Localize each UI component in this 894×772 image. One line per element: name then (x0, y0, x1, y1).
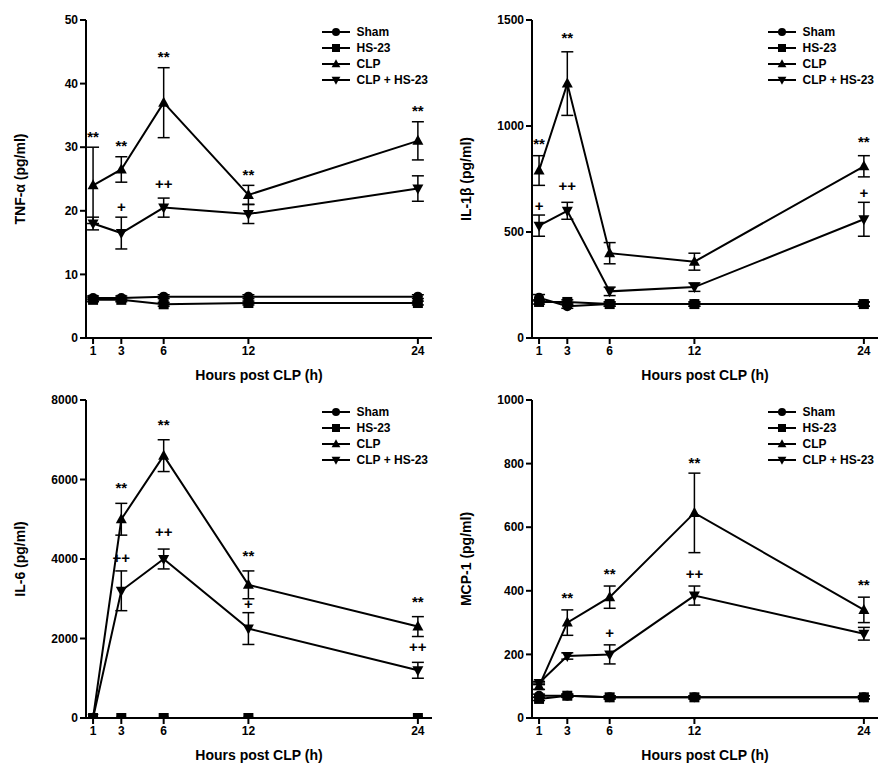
svg-text:500: 500 (504, 225, 524, 239)
html-text:CLP: CLP (802, 437, 827, 451)
svg-text:0: 0 (517, 331, 524, 345)
svg-text:Hours post CLP (h): Hours post CLP (h) (641, 747, 768, 763)
svg-text:++: ++ (155, 175, 173, 192)
svg-text:1000: 1000 (497, 119, 524, 133)
svg-text:**: ** (412, 102, 424, 119)
html-text:CLP: CLP (356, 57, 381, 71)
svg-text:24: 24 (411, 344, 425, 358)
svg-text:12: 12 (688, 344, 702, 358)
svg-text:++: ++ (113, 549, 131, 566)
svg-text:+: + (117, 198, 126, 215)
svg-text:TNF-α (pg/ml): TNF-α (pg/ml) (12, 133, 28, 224)
svg-text:0: 0 (517, 711, 524, 725)
html-text:Sham: Sham (356, 405, 390, 419)
svg-text:**: ** (858, 133, 870, 150)
html-text:Sham: Sham (802, 25, 836, 39)
svg-text:+: + (535, 197, 544, 214)
svg-text:**: ** (689, 454, 701, 471)
svg-text:IL-1β (pg/ml): IL-1β (pg/ml) (458, 137, 474, 221)
svg-text:40: 40 (65, 77, 79, 91)
html-text:CLP + HS-23: CLP + HS-23 (356, 453, 428, 467)
svg-text:6: 6 (160, 724, 167, 738)
svg-text:**: ** (858, 576, 870, 593)
svg-text:1: 1 (536, 724, 543, 738)
svg-text:3: 3 (564, 344, 571, 358)
svg-text:**: ** (243, 547, 255, 564)
svg-text:1: 1 (90, 724, 97, 738)
html-text:CLP: CLP (802, 57, 827, 71)
svg-text:+: + (244, 595, 253, 612)
svg-text:0: 0 (71, 711, 78, 725)
svg-text:6: 6 (606, 724, 613, 738)
svg-text:800: 800 (504, 457, 524, 471)
svg-text:IL-6 (pg/ml): IL-6 (pg/ml) (12, 521, 28, 596)
svg-text:8000: 8000 (51, 393, 78, 407)
html-text:Sham: Sham (802, 405, 836, 419)
svg-text:1: 1 (536, 344, 543, 358)
html-text:HS-23: HS-23 (802, 421, 837, 435)
html-text:CLP + HS-23: CLP + HS-23 (356, 73, 428, 87)
svg-text:**: ** (158, 48, 170, 65)
svg-text:200: 200 (504, 648, 524, 662)
svg-text:20: 20 (65, 204, 79, 218)
svg-text:MCP-1 (pg/ml): MCP-1 (pg/ml) (458, 512, 474, 606)
svg-text:24: 24 (857, 344, 871, 358)
svg-text:**: ** (604, 565, 616, 582)
svg-text:**: ** (87, 128, 99, 145)
svg-text:**: ** (561, 589, 573, 606)
svg-text:**: ** (158, 416, 170, 433)
svg-text:**: ** (243, 166, 255, 183)
svg-text:12: 12 (242, 724, 256, 738)
svg-text:3: 3 (564, 724, 571, 738)
svg-text:1500: 1500 (497, 13, 524, 27)
svg-text:**: ** (533, 135, 545, 152)
svg-text:1000: 1000 (497, 393, 524, 407)
svg-text:+: + (859, 184, 868, 201)
html-text:Sham: Sham (356, 25, 390, 39)
html-text:HS-23: HS-23 (802, 41, 837, 55)
html-text:HS-23: HS-23 (356, 41, 391, 55)
svg-text:3: 3 (118, 724, 125, 738)
svg-text:**: ** (412, 593, 424, 610)
svg-text:2000: 2000 (51, 632, 78, 646)
svg-text:**: ** (115, 479, 127, 496)
svg-text:30: 30 (65, 140, 79, 154)
svg-text:4000: 4000 (51, 552, 78, 566)
svg-text:++: ++ (155, 523, 173, 540)
svg-text:12: 12 (688, 724, 702, 738)
svg-text:Hours post CLP (h): Hours post CLP (h) (195, 747, 322, 763)
svg-text:Hours post CLP (h): Hours post CLP (h) (195, 367, 322, 383)
svg-text:24: 24 (857, 724, 871, 738)
svg-text:12: 12 (242, 344, 256, 358)
html-text:CLP: CLP (356, 437, 381, 451)
svg-text:6: 6 (160, 344, 167, 358)
svg-text:24: 24 (411, 724, 425, 738)
svg-text:++: ++ (409, 638, 427, 655)
svg-text:600: 600 (504, 520, 524, 534)
svg-text:Hours post CLP (h): Hours post CLP (h) (641, 367, 768, 383)
svg-text:1: 1 (90, 344, 97, 358)
html-text:CLP + HS-23: CLP + HS-23 (802, 73, 874, 87)
svg-text:**: ** (115, 137, 127, 154)
svg-text:3: 3 (118, 344, 125, 358)
svg-text:6: 6 (606, 344, 613, 358)
svg-text:10: 10 (65, 268, 79, 282)
html-text:CLP + HS-23: CLP + HS-23 (802, 453, 874, 467)
svg-text:+: + (605, 624, 614, 641)
html-text:HS-23: HS-23 (356, 421, 391, 435)
svg-text:++: ++ (559, 177, 577, 194)
svg-text:50: 50 (65, 13, 79, 27)
svg-text:++: ++ (686, 565, 704, 582)
svg-text:6000: 6000 (51, 473, 78, 487)
svg-text:400: 400 (504, 584, 524, 598)
svg-text:**: ** (561, 29, 573, 46)
svg-text:0: 0 (71, 331, 78, 345)
